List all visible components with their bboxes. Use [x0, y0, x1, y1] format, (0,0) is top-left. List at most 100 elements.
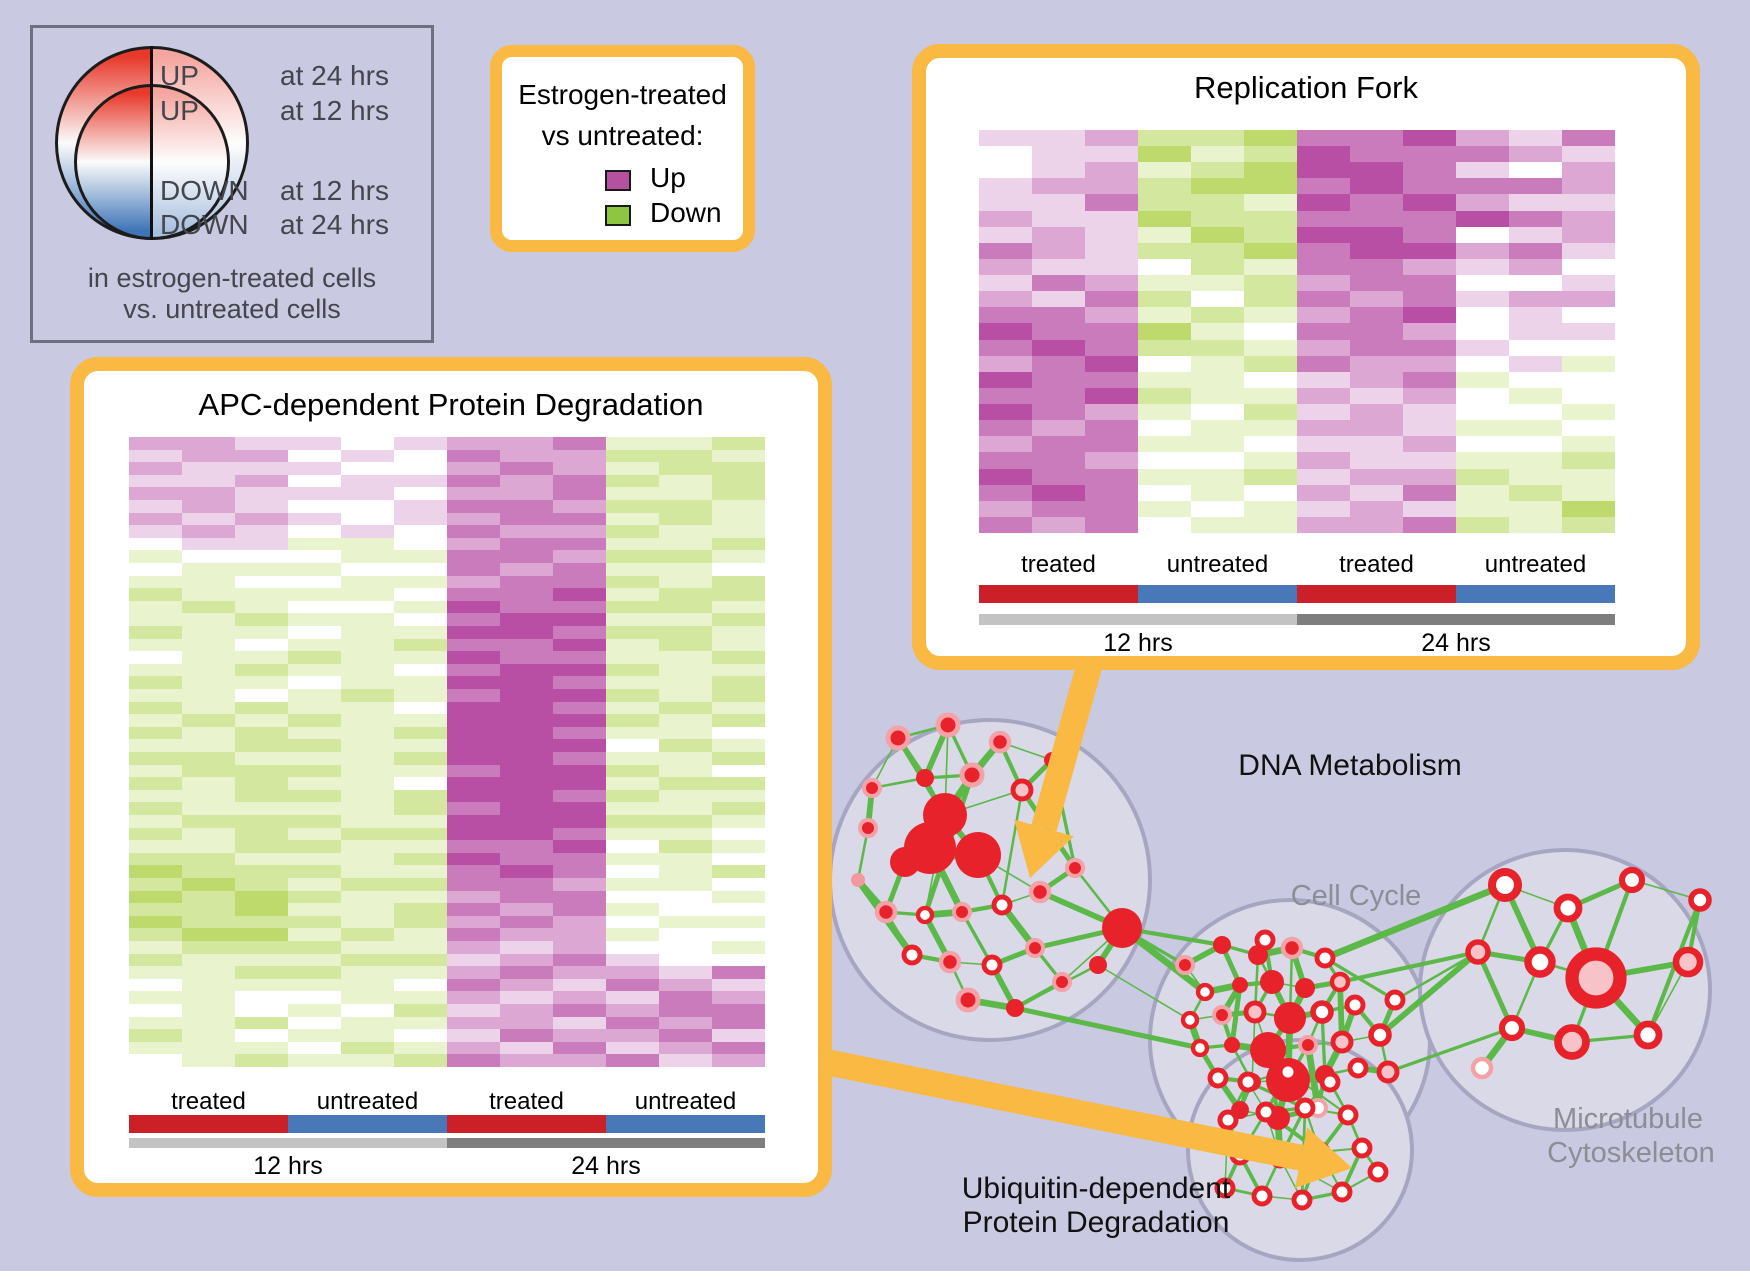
heatmap-cell — [1562, 307, 1615, 324]
group-label-untreated: untreated — [1484, 551, 1587, 578]
heatmap-cell — [1403, 130, 1456, 147]
heatmap-cell — [394, 764, 447, 778]
heatmap-cell — [394, 449, 447, 463]
heatmap-cell — [553, 726, 606, 740]
heatmap-cell — [447, 777, 500, 790]
heatmap-cell — [447, 1016, 500, 1030]
heatmap-cell — [712, 537, 765, 551]
cluster-label: DNA Metabolism — [1238, 749, 1461, 782]
heatmap-cell — [182, 890, 235, 904]
heatmap-cell — [553, 500, 606, 513]
heatmap-cell — [606, 903, 659, 916]
gene-node — [1232, 977, 1248, 993]
heatmap-cell — [341, 966, 394, 979]
gene-node — [1351, 1137, 1373, 1159]
heatmap-cell — [129, 613, 182, 626]
heatmap-cell — [341, 575, 394, 589]
heatmap-cell — [1085, 404, 1138, 421]
heatmap-cell — [1350, 452, 1403, 469]
heatmap-cell — [447, 512, 500, 526]
gene-node — [1010, 778, 1034, 802]
up-label: Up — [650, 162, 686, 193]
group-label-treated: treated — [489, 1088, 564, 1115]
heatmap-cell — [1085, 436, 1138, 453]
heatmap-cell — [1191, 371, 1244, 388]
heatmap-cell — [659, 764, 712, 778]
heatmap-cell — [235, 689, 288, 702]
heatmap-cell — [182, 676, 235, 689]
heatmap-cell — [447, 651, 500, 664]
heatmap-cell — [1403, 162, 1456, 179]
network-edge — [1097, 964, 1191, 1021]
heatmap-cell — [129, 915, 182, 929]
time-label: at 24 hrs — [280, 60, 389, 91]
heatmap-cell — [447, 852, 500, 866]
heatmap-cell — [447, 626, 500, 639]
gene-node — [1295, 978, 1315, 998]
heatmap-cell — [1085, 307, 1138, 324]
heatmap-cell — [1297, 291, 1350, 308]
heatmap-cell — [288, 462, 341, 475]
heatmap-cell — [500, 462, 553, 475]
gene-node — [1331, 1181, 1353, 1203]
heatmap-cell — [1456, 484, 1509, 501]
heatmap-cell — [182, 903, 235, 916]
heatmap-cell — [129, 626, 182, 639]
heatmap-cell — [235, 600, 288, 614]
heatmap-cell — [182, 827, 235, 841]
heatmap-cell — [129, 563, 182, 576]
legend-title-line2: vs untreated: — [541, 120, 704, 151]
gene-node — [1255, 1101, 1277, 1123]
heatmap-cell — [1562, 355, 1615, 372]
heatmap-cell — [1297, 307, 1350, 324]
gene-node — [1254, 929, 1276, 951]
heatmap-cell — [712, 449, 765, 463]
heatmap-cell — [1191, 420, 1244, 437]
heatmap-cell — [1032, 339, 1085, 356]
heatmap-cell — [712, 701, 765, 715]
heatmap-cell — [500, 915, 553, 929]
heatmap-cell — [500, 500, 553, 513]
heatmap-cell — [288, 575, 341, 589]
heatmap-cell — [712, 991, 765, 1004]
heatmap-cell — [288, 437, 341, 450]
network-edge — [1475, 950, 1515, 1030]
heatmap-cell — [129, 487, 182, 500]
heatmap-cell — [129, 903, 182, 916]
heatmap-cell — [1138, 404, 1191, 421]
panel-title: APC-dependent Protein Degradation — [198, 387, 704, 422]
heatmap-cell — [182, 777, 235, 790]
heatmap-cell — [182, 500, 235, 513]
group-label-treated: treated — [1339, 551, 1414, 578]
heatmap-cell — [288, 487, 341, 500]
heatmap-cell — [1562, 387, 1615, 405]
heatmap-cell — [182, 852, 235, 866]
heatmap-cell — [659, 865, 712, 878]
heatmap-cell — [182, 1041, 235, 1055]
gene-node — [1089, 956, 1107, 974]
heatmap-cell — [235, 777, 288, 790]
gene-node — [1213, 936, 1231, 954]
heatmap-cell — [500, 827, 553, 841]
heatmap-cell — [1509, 404, 1562, 421]
heatmap-cell — [288, 512, 341, 526]
heatmap-cell — [129, 966, 182, 979]
heatmap-cell — [1562, 226, 1615, 243]
heatmap-cell — [500, 588, 553, 601]
network-edge — [1000, 789, 1024, 906]
heatmap-cell — [1509, 516, 1562, 533]
heatmap-cell — [553, 827, 606, 841]
heatmap-cell — [288, 663, 341, 677]
heatmap-cell — [659, 588, 712, 601]
gene-node — [1291, 1189, 1313, 1211]
heatmap-cell — [182, 600, 235, 614]
heatmap-cell — [447, 449, 500, 463]
heatmap-cell — [341, 714, 394, 727]
heatmap-cell — [235, 827, 288, 841]
gene-node — [991, 894, 1013, 916]
heatmap-cell — [1138, 307, 1191, 324]
heatmap-cell — [129, 651, 182, 664]
heatmap-cell — [129, 1004, 182, 1017]
heatmap-cell — [659, 827, 712, 841]
heatmap-cell — [235, 1016, 288, 1030]
